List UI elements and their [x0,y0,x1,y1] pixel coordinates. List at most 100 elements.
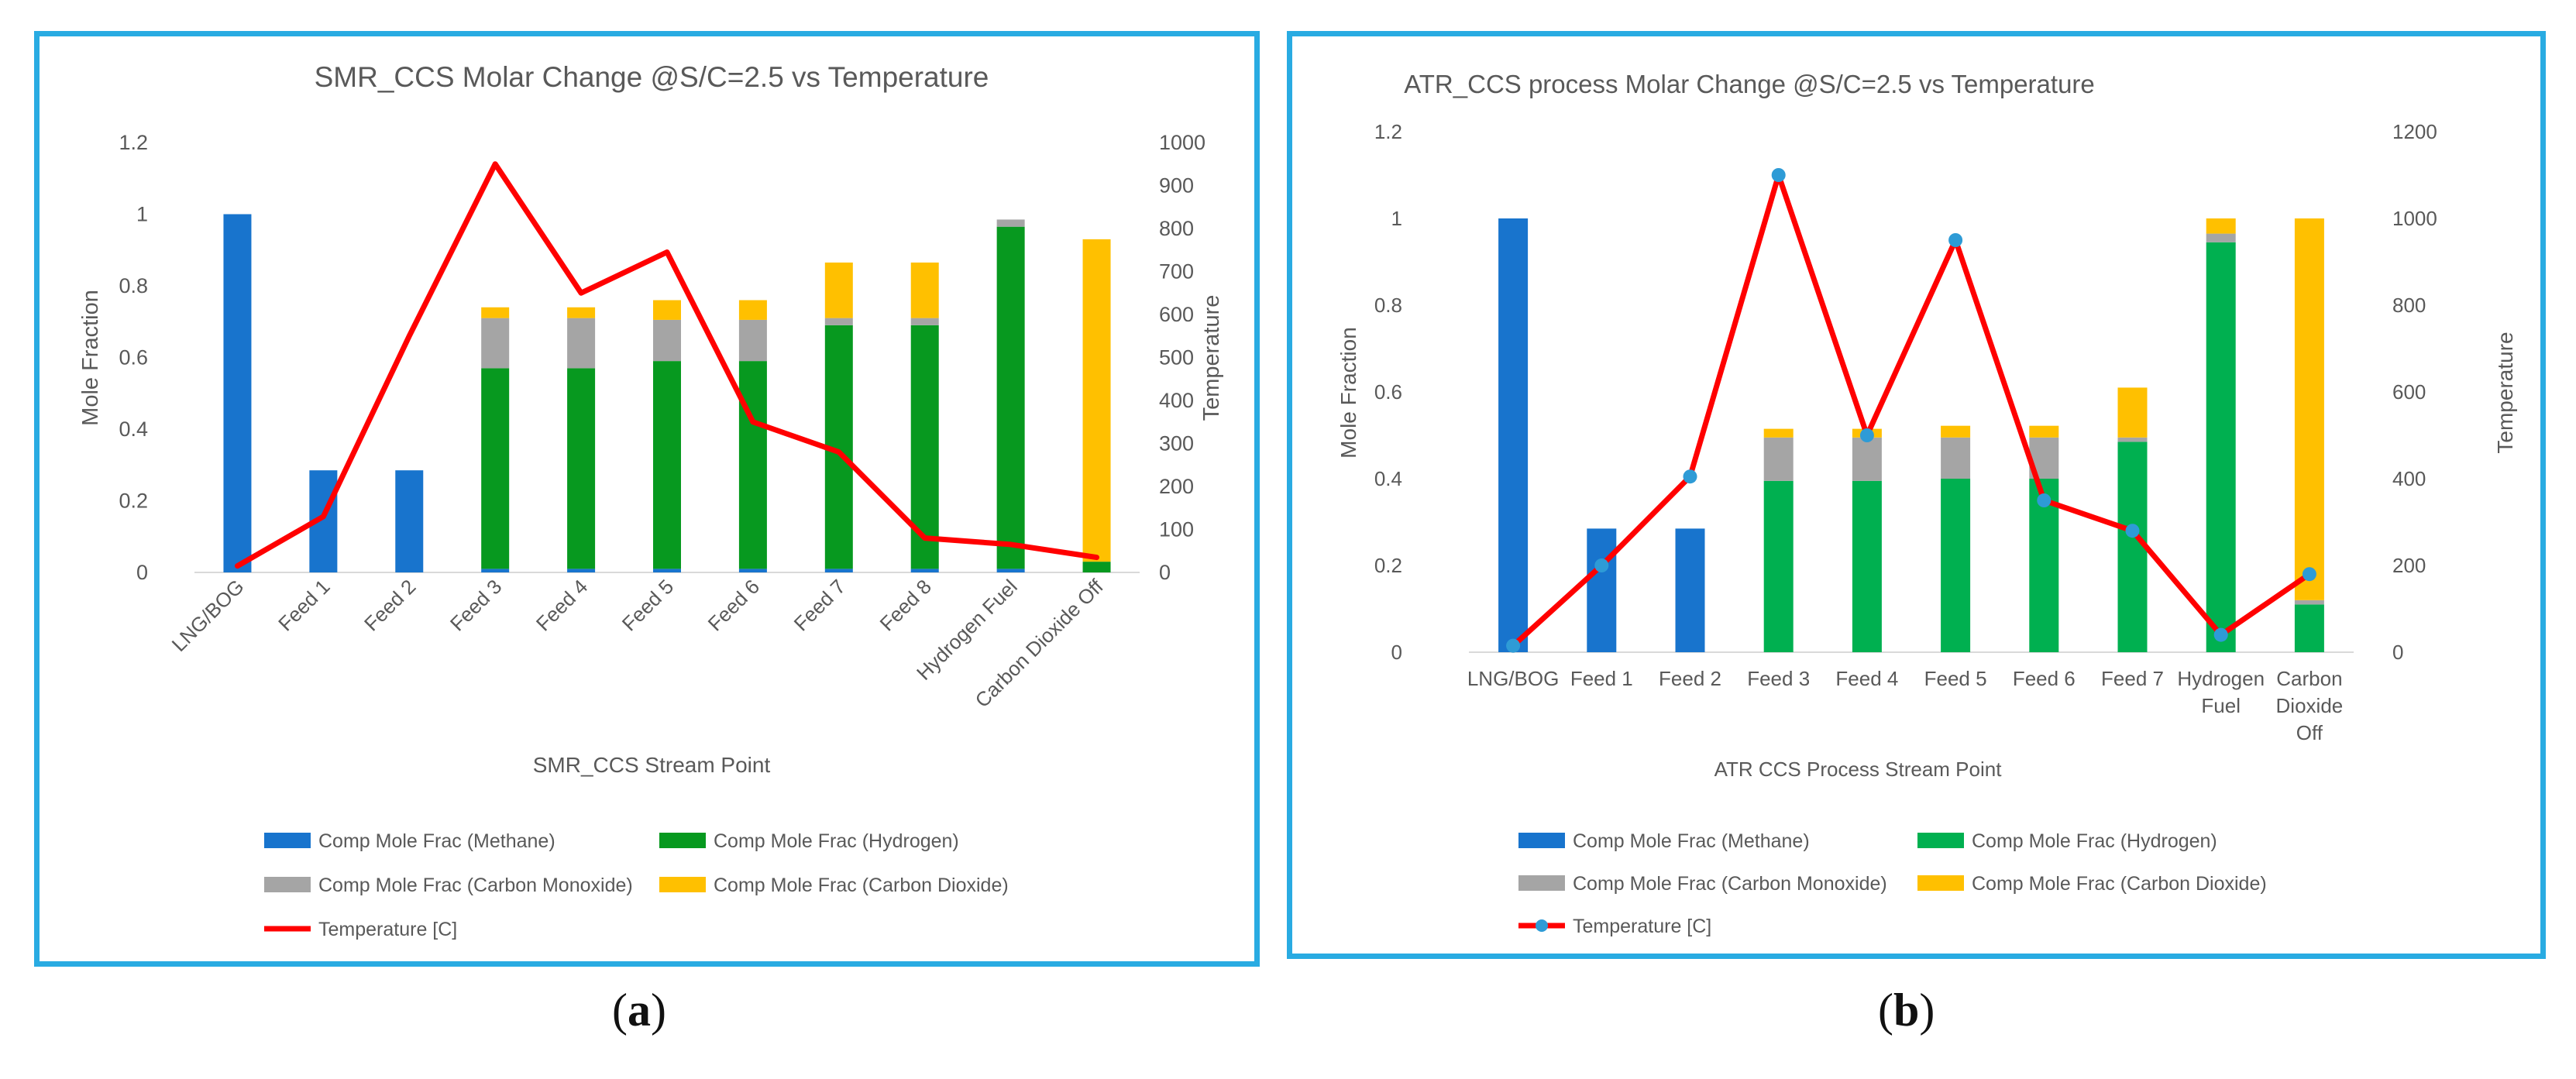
chart-b-svg: ATR_CCS process Molar Change @S/C=2.5 vs… [1336,70,2517,937]
temperature-line [1510,172,2313,649]
y-tick-label: 0.8 [1374,294,1402,317]
bar-segment [824,262,853,318]
bar-segment [1082,239,1111,562]
y-tick-label: 0.6 [119,346,148,369]
legend-swatch [1518,875,1565,891]
legend-label: Comp Mole Frac (Methane) [1573,830,1810,852]
legend-label: Comp Mole Frac (Carbon Dioxide) [1972,873,2267,895]
y-tick-label: 1.2 [119,131,148,154]
y2-tick-label: 200 [1159,475,1194,498]
temperature-marker [1683,469,1697,484]
bar-segment [1941,425,1971,438]
bar-segment [653,319,681,362]
bar-segment [653,569,681,572]
y-tick-label: 0.4 [119,418,148,441]
temperature-marker [2037,493,2052,507]
bar-segment [824,569,853,572]
bar-segment [1941,479,1971,652]
bar-segment [996,569,1025,572]
bar-segment [481,368,510,569]
y2-tick-label: 400 [1159,389,1194,412]
chart-title: SMR_CCS Molar Change @S/C=2.5 vs Tempera… [315,61,989,93]
legend-swatch [659,877,706,892]
temperature-marker [1771,168,1786,182]
category-label: LNG/BOG [1467,667,1559,690]
bar-segment [1498,218,1529,652]
y-tick-label: 0 [1391,641,1402,664]
bar-segment [481,569,510,572]
category-label: Feed 5 [1924,667,1987,690]
category-label: Feed 3 [445,575,506,635]
bar-segment [1941,437,1971,479]
temperature-marker [1594,558,1609,572]
y2-tick-label: 1000 [2392,207,2437,230]
y2-tick-label: 600 [1159,303,1194,326]
y2-tick-label: 300 [1159,432,1194,455]
legend-label: Comp Mole Frac (Carbon Dioxide) [714,875,1009,896]
bar-segment [2117,387,2148,438]
bar-segment [2029,479,2059,652]
category-label: Feed 4 [1835,667,1898,690]
y2-axis-title: Temperature [1199,295,1224,421]
y2-tick-label: 0 [2392,641,2403,664]
bar-segment [2206,233,2236,242]
legend-label: Temperature [C] [318,919,457,940]
bar-segment [1852,480,1882,652]
y2-axis-title: Temperature [2493,332,2517,453]
bar-segment [1675,528,1705,652]
chart-panel-a: SMR_CCS Molar Change @S/C=2.5 vs Tempera… [34,31,1260,967]
category-label: Feed 1 [273,575,334,635]
y-tick-label: 0.2 [119,490,148,513]
y2-tick-label: 800 [2392,294,2426,317]
y-tick-label: 0.6 [1374,380,1402,404]
temperature-line [234,161,1100,569]
category-label: Feed 2 [1659,667,1721,690]
temperature-marker [2302,567,2316,582]
chart-a-svg: SMR_CCS Molar Change @S/C=2.5 vs Tempera… [78,61,1224,940]
caption-b: (b) [1878,985,1935,1036]
legend-swatch [1518,833,1565,848]
temperature-marker [2213,627,2228,642]
bar-segment [1763,428,1794,438]
bar-segment [481,318,510,369]
bar-segment [567,307,596,318]
legend-swatch [264,877,311,892]
y2-tick-label: 1200 [2392,120,2437,143]
category-label: Feed 2 [359,575,420,635]
y2-tick-label: 200 [2392,554,2426,577]
bar-segment [1763,437,1794,481]
legend-label: Comp Mole Frac (Carbon Monoxide) [1573,873,1887,895]
y-tick-label: 1 [136,203,148,226]
category-label: Hydrogen Fuel [2177,667,2265,717]
y2-tick-label: 400 [2392,467,2426,490]
caption-a: (a) [612,985,666,1036]
y-axis-title: Mole Fraction [1336,327,1360,459]
bar-segment [1587,528,1617,652]
bar-segment [2294,218,2324,600]
y2-tick-label: 900 [1159,174,1194,198]
legend-label: Comp Mole Frac (Hydrogen) [1972,830,2217,852]
category-label: Feed 7 [2101,667,2164,690]
bar-segment [653,361,681,569]
y2-tick-label: 0 [1159,561,1171,584]
bar-segment [2294,600,2324,605]
bar-segment [653,300,681,320]
y2-tick-label: 700 [1159,260,1194,283]
category-label: Feed 6 [2013,667,2076,690]
y-tick-label: 1.2 [1374,120,1402,143]
bar-segment [2117,437,2148,442]
bar-segment [738,569,767,572]
y2-tick-label: 500 [1159,346,1194,369]
bar-segment [481,307,510,318]
x-axis-title: SMR_CCS Stream Point [533,753,771,777]
x-axis-title: ATR CCS Process Stream Point [1714,758,2003,781]
bar-segment [1763,480,1794,652]
bar-segment [996,226,1025,569]
category-label: Feed 1 [1570,667,1633,690]
legend-label: Comp Mole Frac (Methane) [318,830,555,852]
legend-swatch [264,833,311,848]
category-label: Feed 7 [789,575,850,635]
temperature-marker [1948,233,1963,247]
legend-swatch [1917,875,1964,891]
y2-tick-label: 1000 [1159,131,1205,154]
